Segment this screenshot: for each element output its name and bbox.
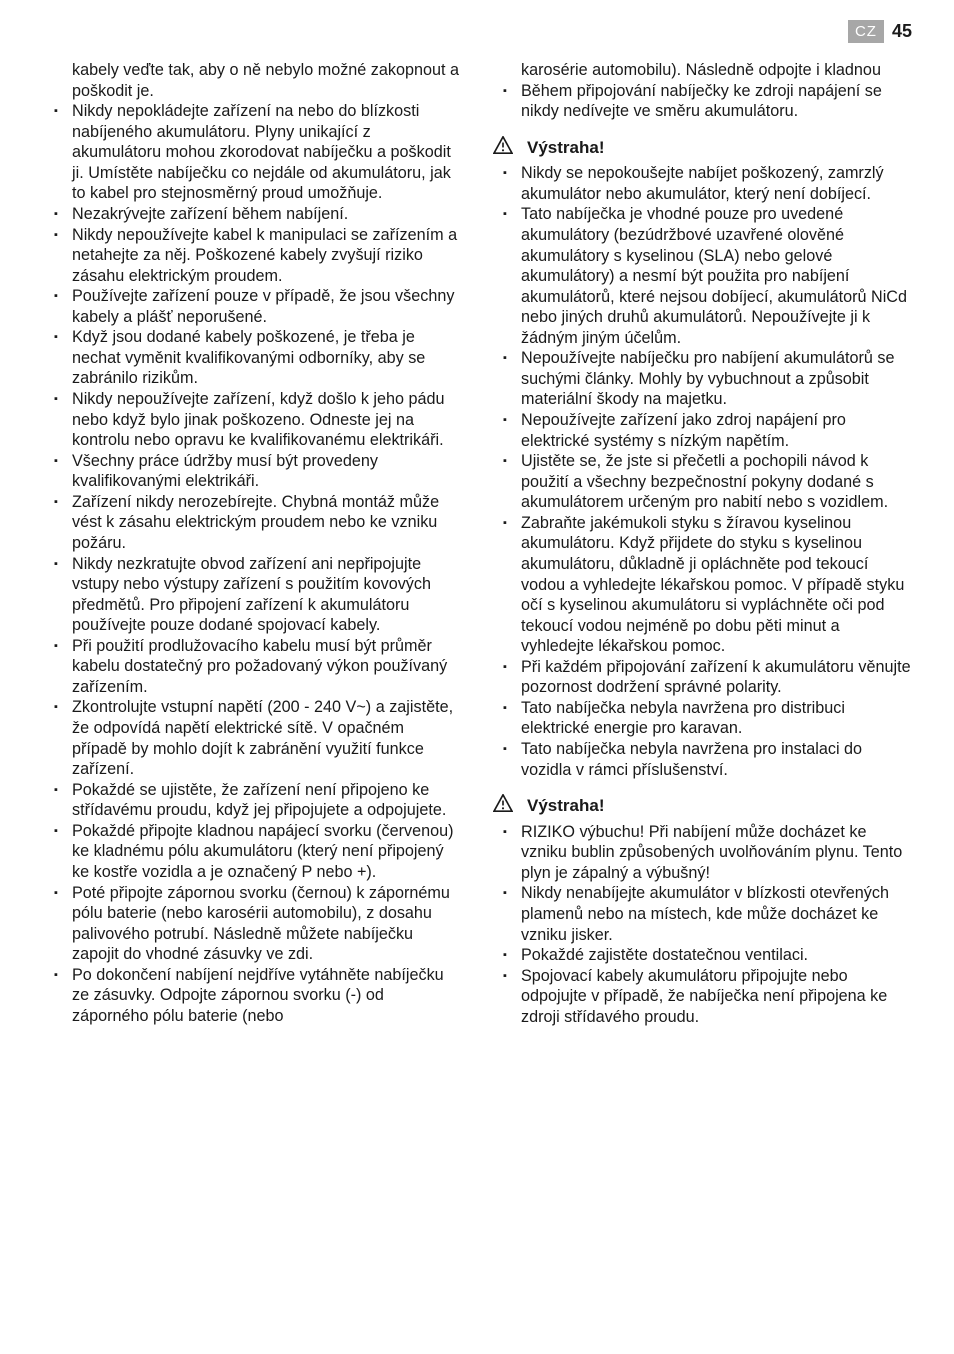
list-item: Tato nabíječka nebyla navržena pro distr… (507, 698, 912, 739)
warning-icon (493, 136, 513, 160)
list-item: Nepoužívejte zařízení jako zdroj napájen… (507, 410, 912, 451)
page-number: 45 (892, 21, 912, 42)
right-continuation-text: karosérie automobilu). Následně odpojte … (491, 60, 912, 81)
list-item: Nikdy nepoužívejte kabel k manipulaci se… (58, 225, 463, 287)
warning-header-1: Výstraha! (491, 136, 912, 160)
right-column: karosérie automobilu). Následně odpojte … (491, 60, 912, 1027)
warning-icon (493, 794, 513, 818)
left-column: kabely veďte tak, aby o ně nebylo možné … (42, 60, 463, 1027)
list-item: Pokaždé zajistěte dostatečnou ventilaci. (507, 945, 912, 966)
list-item: Nikdy nepokládejte zařízení na nebo do b… (58, 101, 463, 204)
list-item: Při použití prodlužovacího kabelu musí b… (58, 636, 463, 698)
list-item: Spojovací kabely akumulátoru připojujte … (507, 966, 912, 1028)
page-header: CZ 45 (848, 20, 912, 43)
warning-header-2: Výstraha! (491, 794, 912, 818)
list-item: Ujistěte se, že jste si přečetli a pocho… (507, 451, 912, 513)
list-item: Nepoužívejte nabíječku pro nabíjení akum… (507, 348, 912, 410)
list-item: Používejte zařízení pouze v případě, že … (58, 286, 463, 327)
list-item: Nezakrývejte zařízení během nabíjení. (58, 204, 463, 225)
list-item: Zkontrolujte vstupní napětí (200 - 240 V… (58, 697, 463, 779)
list-item: RIZIKO výbuchu! Při nabíjení může docház… (507, 822, 912, 884)
list-item: Pokaždé připojte kladnou napájecí svorku… (58, 821, 463, 883)
list-item: Nikdy nepoužívejte zařízení, když došlo … (58, 389, 463, 451)
list-item: Všechny práce údržby musí být provedeny … (58, 451, 463, 492)
language-tag: CZ (848, 20, 884, 43)
list-item: Při každém připojování zařízení k akumul… (507, 657, 912, 698)
list-item: Tato nabíječka nebyla navržena pro insta… (507, 739, 912, 780)
list-item: Nikdy nenabíjejte akumulátor v blízkosti… (507, 883, 912, 945)
list-item: Když jsou dodané kabely poškozené, je tř… (58, 327, 463, 389)
list-item: Během připojování nabíječky ke zdroji na… (507, 81, 912, 122)
list-item: Po dokončení nabíjení nejdříve vytáhněte… (58, 965, 463, 1027)
list-item: Nikdy se nepokoušejte nabíjet poškozený,… (507, 163, 912, 204)
right-continuation-list: Během připojování nabíječky ke zdroji na… (491, 81, 912, 122)
list-item: Poté připojte zápornou svorku (černou) k… (58, 883, 463, 965)
left-lead-text: kabely veďte tak, aby o ně nebylo možné … (42, 60, 463, 101)
warning-2-list: RIZIKO výbuchu! Při nabíjení může docház… (491, 822, 912, 1028)
list-item: Tato nabíječka je vhodné pouze pro uvede… (507, 204, 912, 348)
list-item: Zabraňte jakémukoli styku s žíravou kyse… (507, 513, 912, 657)
list-item: Nikdy nezkratujte obvod zařízení ani nep… (58, 554, 463, 636)
warning-1-list: Nikdy se nepokoušejte nabíjet poškozený,… (491, 163, 912, 780)
content-columns: kabely veďte tak, aby o ně nebylo možné … (42, 60, 912, 1027)
list-item: Pokaždé se ujistěte, že zařízení není př… (58, 780, 463, 821)
left-list: Nikdy nepokládejte zařízení na nebo do b… (42, 101, 463, 1026)
warning-label: Výstraha! (527, 795, 604, 817)
list-item: Zařízení nikdy nerozebírejte. Chybná mon… (58, 492, 463, 554)
warning-label: Výstraha! (527, 137, 604, 159)
